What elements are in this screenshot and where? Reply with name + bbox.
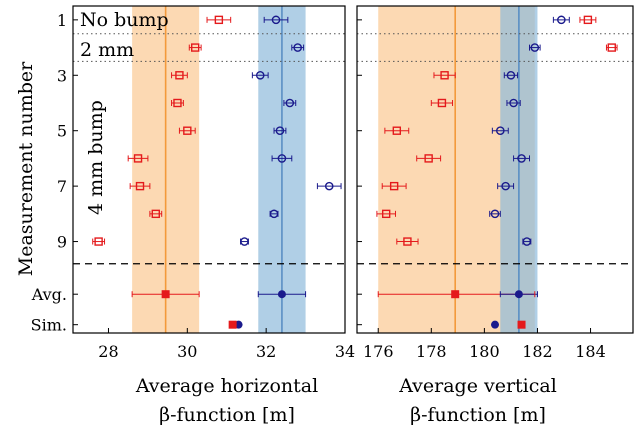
measured-point-3	[175, 71, 184, 80]
measured-average-point	[161, 290, 170, 299]
measured-point-7	[135, 181, 145, 191]
model-point-3	[506, 70, 516, 80]
measured-point-8	[381, 209, 391, 219]
x-tick-label-28: 28	[98, 342, 118, 361]
measured-point-4	[437, 98, 447, 108]
model-point-7	[324, 181, 334, 191]
model-point-6	[517, 154, 526, 163]
measured-point-9	[403, 237, 412, 246]
model-point-1	[271, 15, 281, 25]
left-panel: 28 30 32 34 1 3 5 7 9 Avg. Sim. No bump 2 mm 4 mm …	[15, 5, 355, 426]
right-x-axis-label-line2: β-function [m]	[410, 404, 546, 426]
x-tick-label-180: 180	[469, 342, 500, 361]
model-point-8	[269, 209, 279, 219]
model-point-7	[501, 181, 510, 191]
measured-point-9	[94, 237, 103, 246]
right-x-axis-label-line1: Average vertical	[398, 375, 557, 397]
model-point-8	[490, 209, 500, 219]
model-point-9	[522, 237, 532, 246]
model-point-4	[285, 98, 295, 108]
measured-point-5	[392, 126, 402, 135]
right-plot-frame	[356, 5, 634, 334]
right-panel: 176 178 180 182 184 Average vertical β-funct…	[356, 5, 634, 426]
left-x-axis-label-line2: β-function [m]	[159, 404, 295, 426]
model-point-1	[557, 15, 566, 25]
y-tick-label-Sim.: Sim.	[31, 316, 67, 335]
x-tick-label-184: 184	[575, 342, 606, 361]
model-point-3	[255, 70, 265, 80]
left-x-axis-label-line1: Average horizontal	[135, 375, 318, 397]
model-simulation-point	[491, 320, 499, 329]
measured-point-1	[583, 15, 593, 25]
measured-simulation-point	[517, 320, 526, 329]
annotation-no-bump: No bump	[80, 9, 169, 31]
model-point-2	[530, 43, 540, 52]
annotation-2mm: 2 mm	[80, 39, 134, 61]
measured-point-7	[389, 181, 399, 191]
y-tick-label-3: 3	[57, 66, 67, 85]
annotation-4mm-bump: 4 mm bump	[85, 100, 107, 215]
model-point-6	[277, 154, 287, 163]
x-tick-label-178: 178	[416, 342, 447, 361]
y-tick-label-Avg.: Avg.	[31, 285, 67, 304]
measured-point-1	[214, 15, 224, 25]
measured-simulation-point	[228, 320, 237, 329]
x-tick-label-182: 182	[522, 342, 553, 361]
model-average-point	[514, 290, 523, 299]
measured-point-8	[151, 209, 160, 219]
measured-point-6	[424, 154, 433, 163]
model-point-4	[509, 98, 518, 108]
y-tick-label-9: 9	[57, 233, 67, 252]
measured-point-4	[173, 98, 182, 108]
model-point-9	[240, 237, 249, 246]
model-point-5	[275, 126, 285, 136]
measured-point-5	[183, 126, 192, 135]
measured-point-6	[133, 154, 143, 163]
y-tick-label-1: 1	[57, 11, 67, 30]
y-tick-label-7: 7	[57, 177, 67, 196]
left-plot-frame	[72, 5, 346, 334]
x-tick-label-32: 32	[256, 342, 276, 361]
measured-average-point	[451, 290, 460, 299]
x-tick-label-176: 176	[363, 342, 394, 361]
left-y-axis-label: Measurement number	[15, 61, 37, 276]
model-point-2	[293, 43, 302, 52]
x-tick-label-30: 30	[177, 342, 197, 361]
x-tick-label-34: 34	[335, 342, 355, 361]
measured-point-3	[440, 71, 449, 80]
y-tick-label-5: 5	[57, 122, 67, 141]
model-average-point	[277, 290, 286, 299]
measured-point-2	[607, 43, 616, 52]
model-point-5	[496, 126, 505, 136]
measured-point-2	[191, 43, 200, 52]
